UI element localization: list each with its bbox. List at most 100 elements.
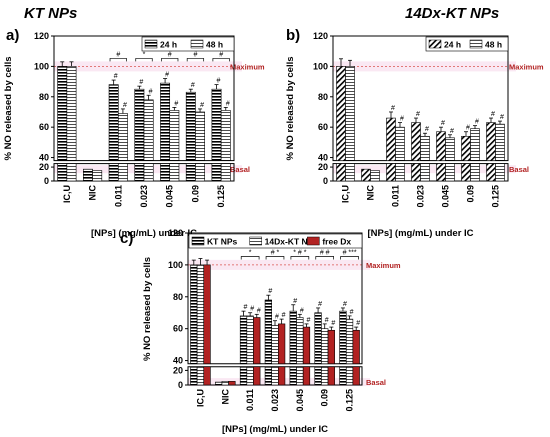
significance-mark: # xyxy=(200,102,204,109)
bar-b-0-3-lower xyxy=(411,163,421,182)
reference-label-maximum: Maximum xyxy=(366,261,401,270)
legend-swatch xyxy=(190,39,204,49)
y-tick-label: 120 xyxy=(313,31,328,41)
x-tick-label: 0.023 xyxy=(416,185,426,208)
bar-c-1-5 xyxy=(321,328,329,365)
bar-c-1-4 xyxy=(296,317,304,365)
bar-a-0-0-lower xyxy=(57,163,68,182)
legend-label: 24 h xyxy=(444,40,461,50)
x-tick-label: NIC xyxy=(366,185,376,201)
y-tick-label: 0 xyxy=(44,176,49,186)
significance-mark: # xyxy=(356,320,360,327)
comparison-bracket xyxy=(315,256,335,260)
comparison-bracket xyxy=(161,58,179,62)
x-tick-label: 0.09 xyxy=(190,185,200,203)
significance-mark: # xyxy=(275,314,279,321)
bar-c-0-0-lower xyxy=(190,366,198,386)
bar-b-0-1 xyxy=(361,168,371,182)
legend-swatch xyxy=(307,236,320,246)
significance-mark: # xyxy=(350,309,354,316)
bar-c-2-2-lower xyxy=(253,366,261,386)
bar-b-1-6 xyxy=(495,123,505,161)
bar-c-1-1 xyxy=(221,381,229,386)
bar-b-1-4-lower xyxy=(445,163,455,182)
bar-b-0-2-lower xyxy=(386,163,396,182)
comparison-bracket xyxy=(135,58,153,62)
x-tick-label: NIC xyxy=(220,389,230,405)
bar-a-1-1 xyxy=(92,170,103,182)
significance-mark: # xyxy=(282,312,286,319)
significance-mark: # xyxy=(191,82,195,89)
bar-a-0-4 xyxy=(160,82,171,161)
bar-c-0-3 xyxy=(264,299,272,365)
bar-b-1-5-lower xyxy=(470,163,480,182)
legend-label: KT NPs xyxy=(207,237,238,247)
significance-mark: # xyxy=(114,73,118,80)
bar-a-0-5 xyxy=(185,91,196,161)
bar-a-0-2 xyxy=(108,84,119,161)
significance-mark: # xyxy=(139,79,143,86)
comparison-bracket xyxy=(265,256,285,260)
comparison-label: # xyxy=(168,51,172,58)
x-tick-label: NIC xyxy=(88,185,98,201)
y-tick-label: 100 xyxy=(168,260,183,270)
bar-c-2-4 xyxy=(302,326,311,365)
bar-c-2-2 xyxy=(253,317,261,365)
legend-swatch xyxy=(469,39,483,49)
y-tick-label: 40 xyxy=(318,153,328,163)
comparison-label: # # xyxy=(320,250,330,257)
bar-a-1-0 xyxy=(66,66,77,161)
panel-c-letter: c) xyxy=(120,230,133,247)
bar-c-2-0-lower xyxy=(203,366,211,386)
bar-b-0-4 xyxy=(436,131,446,161)
significance-mark: # xyxy=(174,100,178,107)
significance-mark: # xyxy=(318,301,322,308)
panel-b-letter: b) xyxy=(286,27,300,44)
comparison-bracket xyxy=(186,58,205,62)
bar-a-0-6-lower xyxy=(211,163,222,182)
bar-b-1-0 xyxy=(345,66,355,161)
bar-a-0-6 xyxy=(211,88,222,161)
bar-c-0-0 xyxy=(190,264,198,365)
bar-c-1-2-lower xyxy=(246,366,254,386)
y-tick-label: 80 xyxy=(39,92,49,102)
legend: 24 h 48 h xyxy=(425,36,509,52)
comparison-bracket xyxy=(290,256,310,260)
significance-mark: # xyxy=(325,317,329,324)
significance-mark: # xyxy=(293,298,297,305)
legend-box xyxy=(425,36,509,52)
bar-c-2-5 xyxy=(327,329,335,365)
comparison-bracket xyxy=(240,256,260,260)
y-tick-label: 60 xyxy=(318,122,328,132)
bar-a-1-0-lower xyxy=(66,163,77,182)
y-tick-label: 40 xyxy=(173,356,183,366)
legend-swatch xyxy=(428,39,442,49)
legend-label: 24 h xyxy=(160,40,177,50)
y-axis-label: % NO released by cells xyxy=(3,56,14,160)
x-tick-label: 0.011 xyxy=(391,185,401,207)
x-tick-label: 0.09 xyxy=(320,389,330,407)
bar-a-0-3 xyxy=(134,88,145,161)
reference-band xyxy=(333,61,516,72)
y-tick-label: 120 xyxy=(34,31,49,41)
comparison-bracket xyxy=(212,58,230,62)
bar-b-0-4-lower xyxy=(436,163,446,182)
y-tick-label: 60 xyxy=(39,122,49,132)
bar-b-1-4 xyxy=(445,137,455,161)
bar-c-2-0 xyxy=(203,264,211,365)
significance-mark: # xyxy=(149,88,153,95)
y-tick-label: 20 xyxy=(173,365,183,375)
bar-a-0-2-lower xyxy=(108,163,119,182)
y-tick-label: 0 xyxy=(323,176,328,186)
significance-mark: # xyxy=(343,301,347,308)
significance-mark: # xyxy=(244,304,248,311)
bar-b-0-0-lower xyxy=(336,163,346,182)
x-tick-label: 0.125 xyxy=(491,185,501,208)
x-tick-label: 0.045 xyxy=(441,185,451,208)
x-tick-label: 0.125 xyxy=(216,185,226,208)
panel-a-letter: a) xyxy=(6,27,19,44)
bar-c-0-5 xyxy=(314,312,322,365)
